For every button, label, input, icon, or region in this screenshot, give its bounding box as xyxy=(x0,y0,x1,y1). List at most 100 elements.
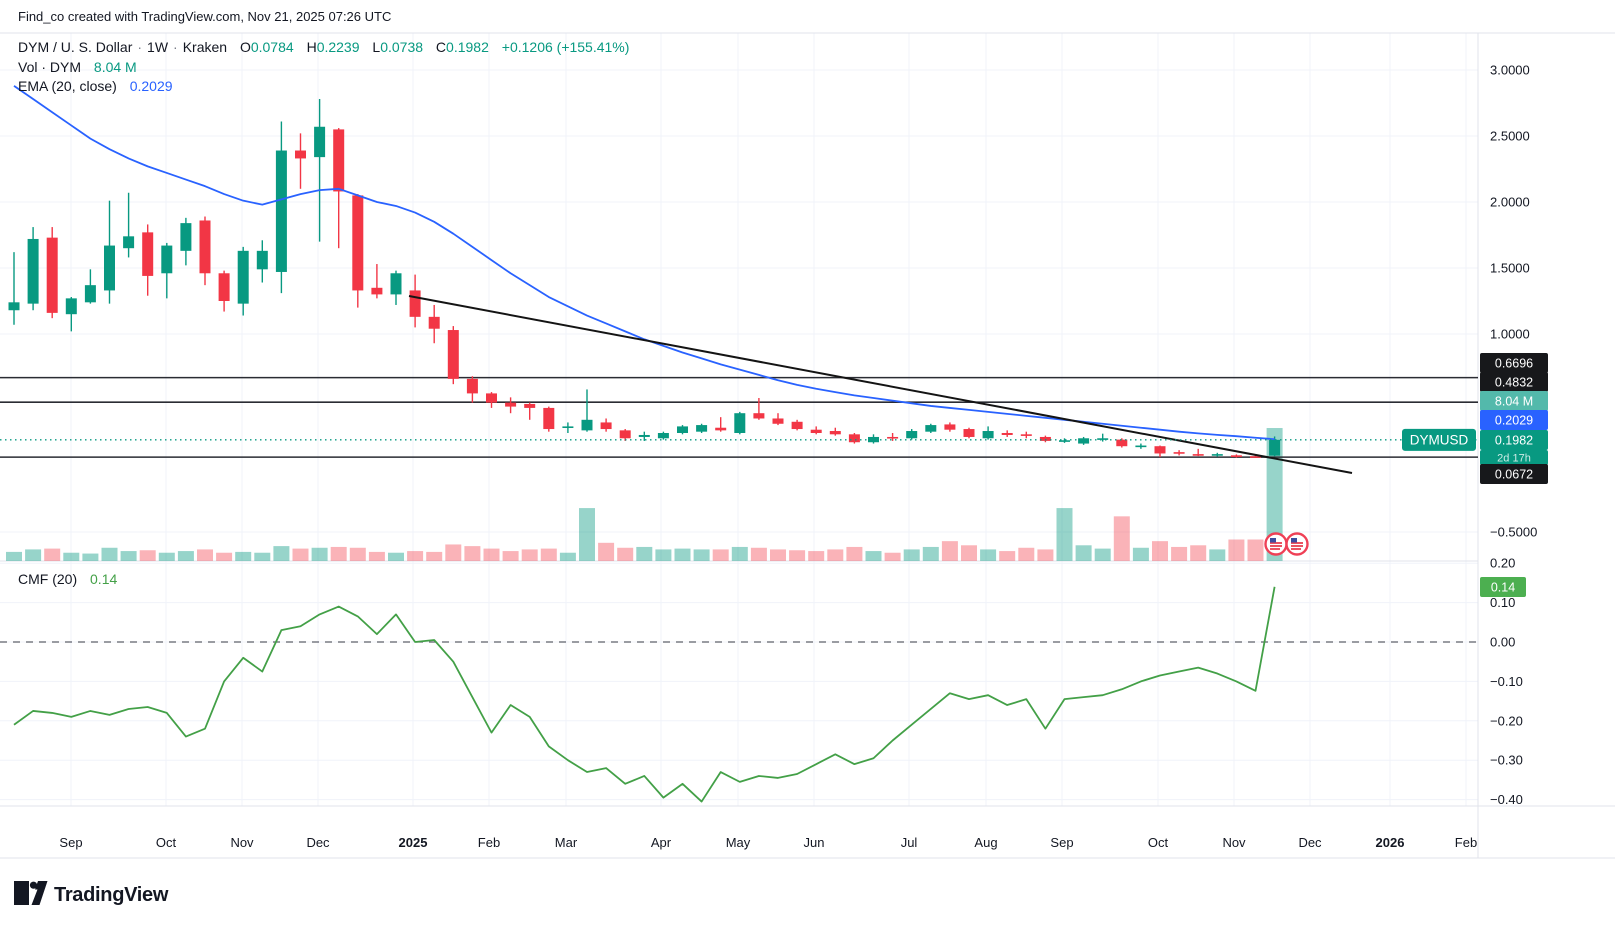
cmf-tick-label: 0.20 xyxy=(1490,556,1515,571)
volume-bar xyxy=(1113,516,1130,561)
candle-body xyxy=(791,421,803,430)
volume-bar xyxy=(559,552,576,561)
candle-body xyxy=(84,285,96,303)
us-flag-event-icon[interactable] xyxy=(1264,532,1288,556)
symbol-title[interactable]: DYM / U. S. Dollar xyxy=(18,39,133,55)
cmf-legend-row[interactable]: CMF (20) 0.14 xyxy=(18,571,117,587)
candle-body xyxy=(1097,438,1109,440)
candle xyxy=(638,431,650,441)
candle-body xyxy=(1135,445,1147,448)
flag-ring xyxy=(1285,532,1309,556)
candle xyxy=(447,326,459,385)
volume-bar xyxy=(693,549,710,561)
time-axis-label: Oct xyxy=(1148,835,1169,850)
symbol-legend-row[interactable]: DYM / U. S. Dollar · 1W · Kraken O0.0784 H0.… xyxy=(18,39,629,55)
volume-bar xyxy=(598,542,615,561)
candle-body xyxy=(1059,440,1070,442)
candle-body xyxy=(562,426,574,428)
candle xyxy=(753,398,765,420)
time-axis-label: Aug xyxy=(974,835,997,850)
candle xyxy=(657,431,669,440)
volume-bar xyxy=(311,547,328,561)
candle xyxy=(600,418,612,432)
countdown-bg xyxy=(1480,450,1548,465)
time-axis[interactable] xyxy=(0,806,1478,858)
volume-bar xyxy=(292,548,309,561)
candle-body xyxy=(1192,454,1204,456)
volume-bar xyxy=(846,546,863,561)
candle-body xyxy=(180,223,192,251)
time-axis-label: Nov xyxy=(230,835,254,850)
flag-canton xyxy=(1270,538,1276,543)
badge-text: 0.1982 xyxy=(1495,434,1533,448)
candle-body xyxy=(161,245,173,274)
candle xyxy=(772,413,784,426)
volume-bar xyxy=(483,548,500,561)
change-value: +0.1206 (+155.41%) xyxy=(501,39,630,55)
time-axis-label: Jul xyxy=(901,835,918,850)
candle-body xyxy=(142,232,154,276)
candle xyxy=(696,423,708,433)
volume-bar xyxy=(1209,549,1226,561)
time-axis-label: Mar xyxy=(555,835,578,850)
badge-bg xyxy=(1480,577,1526,597)
ema-legend-row[interactable]: EMA (20, close) 0.2029 xyxy=(18,78,173,94)
volume-bar xyxy=(330,546,347,561)
cmf-axis-badge: 0.14 xyxy=(1480,577,1526,597)
volume-bar xyxy=(1094,548,1111,561)
candle xyxy=(1230,454,1242,458)
candle xyxy=(8,252,20,325)
volume-bar xyxy=(388,552,404,561)
volume-bar xyxy=(273,546,290,561)
exchange-label[interactable]: Kraken xyxy=(182,39,228,55)
candle-body xyxy=(27,238,39,304)
volume-legend-row[interactable]: Vol · DYM 8.04 M xyxy=(18,59,137,75)
credit-line: Find_co created with TradingView.com, No… xyxy=(18,9,392,24)
badge-bg xyxy=(1480,372,1548,392)
candle xyxy=(581,389,593,432)
candle-body xyxy=(1154,446,1166,454)
time-axis-label: 2026 xyxy=(1376,835,1405,850)
candle xyxy=(829,427,841,436)
volume-bar xyxy=(235,551,252,561)
badge-bg xyxy=(1480,430,1548,450)
volume-label[interactable]: Vol · DYM xyxy=(18,59,82,75)
badge-text: 0.4832 xyxy=(1495,376,1533,390)
candle-body xyxy=(237,250,249,304)
cmf-line[interactable] xyxy=(13,586,1276,803)
time-axis-label: May xyxy=(726,835,751,850)
ema-label[interactable]: EMA (20, close) xyxy=(18,78,117,94)
candle-body xyxy=(199,220,211,274)
candle xyxy=(1039,435,1051,443)
candle xyxy=(944,422,956,432)
volume-bar xyxy=(1037,549,1054,561)
volume-bar xyxy=(502,551,519,561)
candle-body xyxy=(944,424,956,430)
price-axis-badge: 8.04 M xyxy=(1480,391,1548,411)
volume-bar xyxy=(445,544,462,561)
interval-label[interactable]: 1W xyxy=(147,39,169,55)
time-axis-label: Feb xyxy=(478,835,500,850)
trendline[interactable] xyxy=(408,295,1353,474)
tradingview-logo[interactable]: TradingView xyxy=(14,881,169,906)
cmf-tick-label: 0.10 xyxy=(1490,595,1515,610)
volume-bar xyxy=(770,549,786,561)
volume-bar xyxy=(674,548,691,561)
candle-body xyxy=(638,434,650,437)
volume-bar xyxy=(731,546,748,561)
candle-body xyxy=(524,403,536,408)
candle xyxy=(256,240,268,283)
cmf-label[interactable]: CMF (20) xyxy=(18,571,78,587)
us-flag-event-icon[interactable] xyxy=(1285,532,1309,556)
candle xyxy=(428,304,440,344)
volume-bar xyxy=(464,546,481,561)
candle xyxy=(466,376,478,403)
candle xyxy=(848,433,860,444)
time-axis-label: 2025 xyxy=(399,835,428,850)
flag-canton xyxy=(1291,538,1297,543)
cmf-value: 0.14 xyxy=(90,571,118,587)
symbol-price-label-bg xyxy=(1402,428,1476,451)
logo-mark-one xyxy=(14,881,29,905)
